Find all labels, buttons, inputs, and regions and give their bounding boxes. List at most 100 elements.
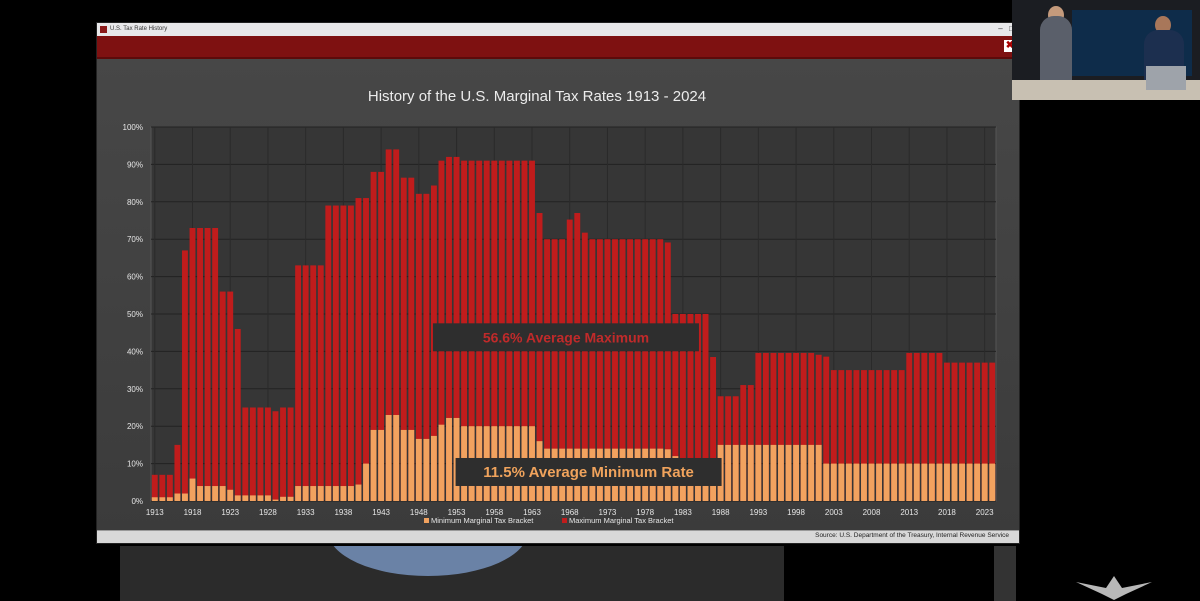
bar-min	[793, 444, 800, 501]
bar-min	[400, 429, 407, 501]
bar-min	[423, 438, 430, 501]
bar-max	[619, 239, 626, 501]
bar-max	[302, 265, 309, 501]
maximize-icon[interactable]: □	[1007, 24, 1016, 33]
bar-max	[770, 352, 777, 501]
bar-max	[793, 352, 800, 501]
bar-max	[695, 314, 701, 501]
bar-max	[189, 227, 196, 502]
bar-max	[234, 328, 241, 501]
bar-max	[634, 239, 641, 501]
bar-max	[355, 198, 362, 501]
bar-max	[664, 242, 671, 501]
bar-max	[596, 239, 603, 501]
x-tick-label: 1923	[221, 508, 239, 517]
y-tick-label: 80%	[127, 198, 143, 207]
bar-min	[363, 463, 369, 501]
bar-min	[280, 496, 286, 501]
minimize-icon[interactable]: –	[998, 24, 1003, 33]
bar-min	[785, 444, 792, 501]
bar-max	[710, 357, 717, 501]
bar-min	[189, 478, 196, 501]
bar-max	[672, 314, 679, 501]
x-tick-label: 1998	[787, 508, 805, 517]
bar-min	[830, 463, 837, 501]
x-tick-label: 1963	[523, 508, 541, 517]
y-tick-label: 10%	[127, 460, 143, 469]
x-tick-label: 1958	[485, 508, 503, 517]
bar-max	[544, 239, 551, 501]
bar-max	[347, 205, 354, 502]
bar-min	[883, 463, 890, 501]
x-tick-label: 2023	[976, 508, 994, 517]
bar-min	[974, 463, 981, 501]
chart-area: History of the U.S. Marginal Tax Rates 1…	[97, 59, 1019, 531]
laptop	[1146, 66, 1186, 90]
x-tick-label: 1948	[410, 508, 428, 517]
bar-max	[257, 407, 264, 501]
x-tick-label: 1928	[259, 508, 277, 517]
y-tick-label: 100%	[123, 123, 143, 132]
bar-max	[612, 239, 618, 501]
bar-min	[264, 495, 271, 501]
bar-min	[257, 495, 264, 501]
bar-max	[928, 352, 935, 501]
bar-min	[295, 486, 302, 501]
bar-max	[627, 239, 634, 501]
bar-min	[762, 444, 769, 501]
x-tick-label: 1918	[184, 508, 202, 517]
bar-max	[317, 265, 324, 501]
bar-max	[551, 239, 558, 501]
window-titlebar: U.S. Tax Rate History – □	[97, 23, 1019, 37]
bar-min	[778, 444, 784, 501]
bar-max	[876, 370, 883, 501]
source-text: Source: U.S. Department of the Treasury,…	[815, 532, 1009, 539]
bar-min	[913, 463, 920, 501]
bar-min	[347, 486, 354, 501]
bar-min	[317, 486, 324, 501]
bar-min	[430, 435, 437, 501]
source-bar: Source: U.S. Department of the Treasury,…	[97, 530, 1019, 543]
bar-min	[340, 486, 347, 501]
bar-min	[415, 438, 422, 501]
bar-max	[785, 352, 792, 501]
bar-min	[159, 497, 166, 501]
chart-svg: History of the U.S. Marginal Tax Rates 1…	[123, 88, 997, 525]
legend-label-max: Maximum Marginal Tax Bracket	[569, 516, 674, 525]
bar-min	[921, 463, 928, 501]
x-tick-label: 1968	[561, 508, 579, 517]
bar-min	[370, 429, 377, 501]
bar-min	[906, 463, 913, 501]
bar-max	[944, 362, 950, 501]
bar-max	[891, 370, 898, 501]
bar-min	[204, 486, 211, 501]
presenter-2-head	[1155, 16, 1171, 34]
bar-min	[174, 493, 181, 501]
bar-min	[385, 414, 392, 501]
bar-min	[272, 499, 279, 501]
bar-min	[325, 486, 332, 501]
y-tick-label: 40%	[127, 347, 143, 356]
x-tick-label: 1933	[297, 508, 315, 517]
x-tick-label: 1953	[448, 508, 466, 517]
bar-max	[536, 213, 543, 501]
bar-max	[853, 370, 860, 501]
bar-max	[287, 407, 294, 501]
y-tick-label: 50%	[127, 310, 143, 319]
legend-label-min: Minimum Marginal Tax Bracket	[431, 516, 534, 525]
bar-max	[649, 239, 656, 501]
bar-min	[227, 489, 234, 501]
bar-max	[642, 239, 649, 501]
bar-max	[778, 352, 784, 501]
bar-min	[438, 424, 445, 501]
bar-min	[393, 414, 400, 501]
bar-max	[400, 177, 407, 501]
bar-max	[740, 385, 747, 501]
presenter-webcam	[1012, 0, 1200, 100]
bar-min	[166, 497, 173, 501]
bar-max	[747, 385, 754, 501]
bar-min	[310, 486, 317, 501]
bar-max	[310, 265, 317, 501]
bar-max	[589, 239, 596, 501]
bar-max	[340, 205, 347, 502]
